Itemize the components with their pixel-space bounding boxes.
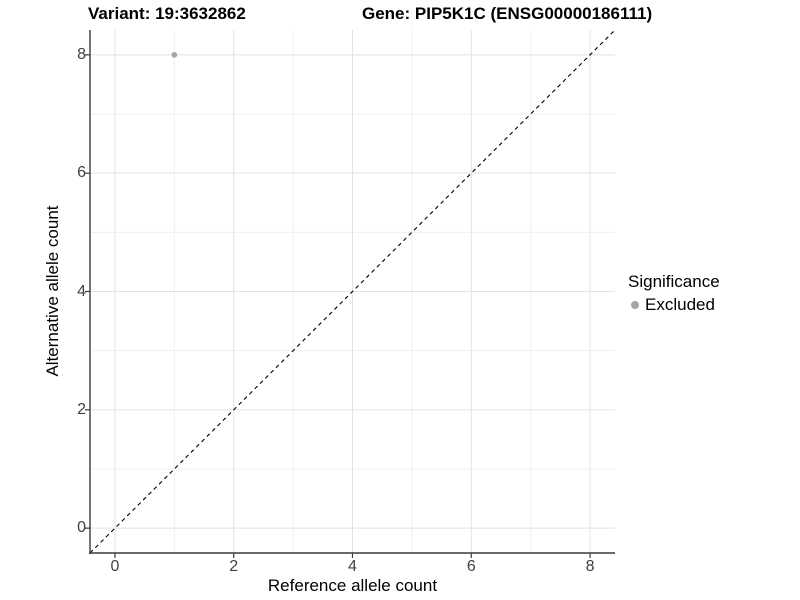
legend-title: Significance: [628, 272, 720, 291]
y-axis-title: Alternative allele count: [43, 205, 62, 377]
gene-title: Gene: PIP5K1C (ENSG00000186111): [362, 4, 653, 23]
x-tick-label: 4: [348, 558, 357, 575]
data-point-excluded: [171, 52, 178, 58]
legend-item: Excluded: [628, 295, 720, 315]
legend: Significance Excluded: [628, 272, 720, 315]
y-tick-label: 4: [77, 282, 86, 300]
variant-title: Variant: 19:3632862: [88, 4, 246, 23]
x-tick-label: 2: [229, 558, 239, 575]
y-tick-label: 2: [77, 400, 86, 418]
x-axis-title: Reference allele count: [267, 576, 438, 595]
y-tick-label: 8: [77, 45, 86, 63]
y-tick-label: 0: [77, 519, 86, 537]
x-tick-label: 0: [110, 558, 120, 575]
legend-key-dot-icon: [631, 301, 639, 309]
identity-reference-line: [89, 29, 616, 554]
x-tick-label: 8: [585, 558, 595, 575]
y-tick-label: 6: [77, 164, 86, 182]
legend-items: Excluded: [628, 295, 720, 315]
x-tick-label: 6: [466, 558, 476, 575]
legend-item-label: Excluded: [645, 295, 715, 314]
